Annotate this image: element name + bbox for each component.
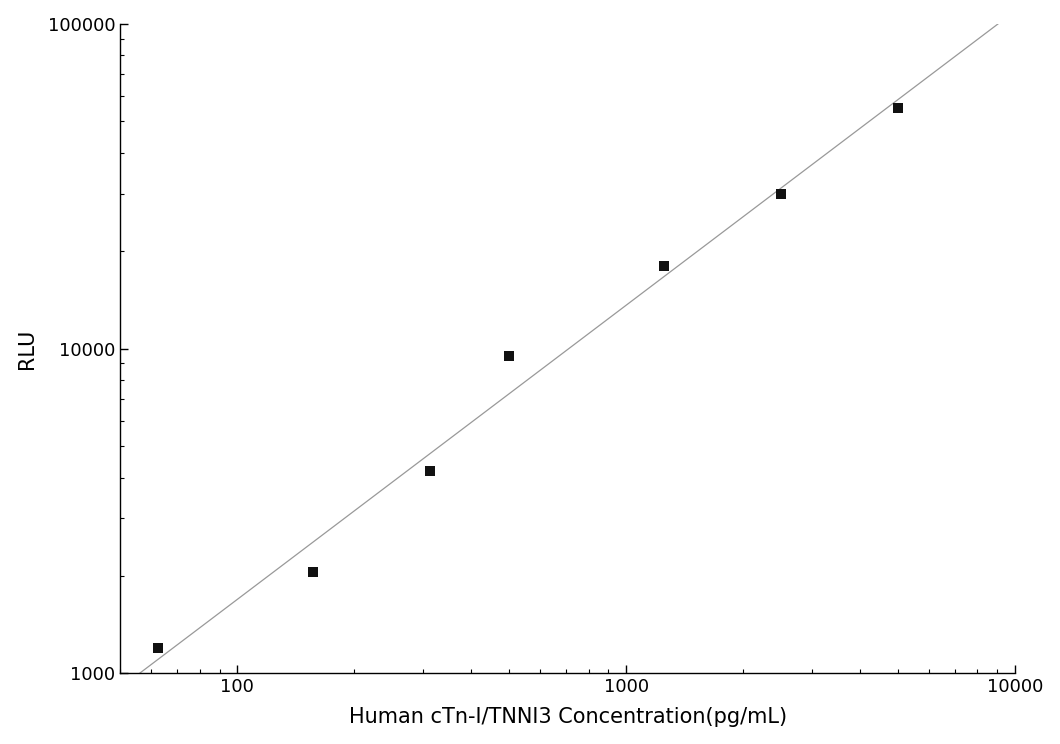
Y-axis label: RLU: RLU <box>17 328 37 369</box>
Point <box>304 566 321 578</box>
Point <box>149 641 166 653</box>
Point <box>500 350 517 362</box>
Point <box>655 260 672 272</box>
Point <box>421 465 438 477</box>
Point <box>889 102 906 114</box>
Point <box>773 187 790 199</box>
X-axis label: Human cTn-I/TNNI3 Concentration(pg/mL): Human cTn-I/TNNI3 Concentration(pg/mL) <box>349 708 787 728</box>
